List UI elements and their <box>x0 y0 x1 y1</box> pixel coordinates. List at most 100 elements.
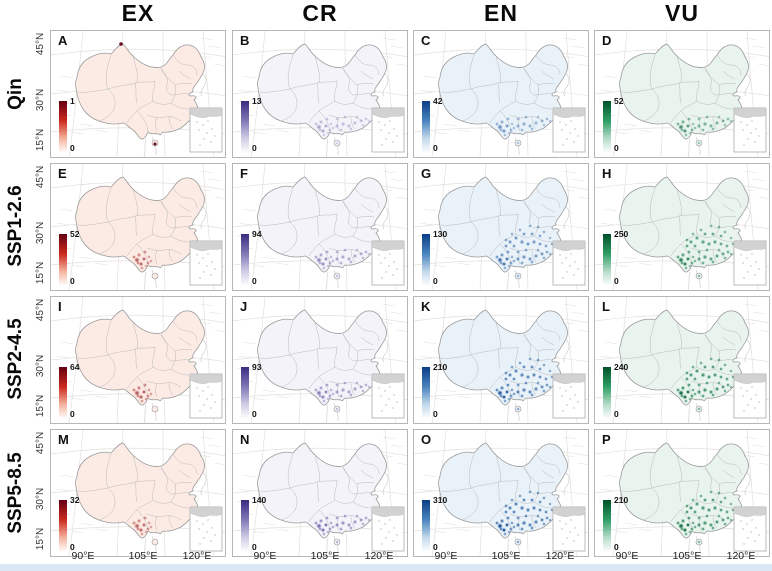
lon-tick-120e-col0: 120°E <box>182 550 212 562</box>
china-map-svg <box>51 164 225 290</box>
lon-tick-90e-col0: 90°E <box>71 550 95 562</box>
map-panel-C: C 42 0 <box>413 30 589 158</box>
south-china-sea-inset <box>189 240 223 286</box>
lat-tick-45n-row3: 45°N <box>35 431 46 455</box>
richness-shading <box>495 490 554 544</box>
china-outline <box>257 442 387 539</box>
colorbar-min-label: 0 <box>70 542 75 552</box>
inset-coast <box>371 373 405 384</box>
inset-coast <box>189 107 223 118</box>
province-borders <box>259 54 380 133</box>
south-china-sea-inset <box>371 373 405 419</box>
colorbar-min-label: 0 <box>614 276 619 286</box>
colorbar-min-label: 0 <box>252 276 257 286</box>
map-panel-H: H 250 0 <box>594 163 770 291</box>
colorbar-min-label: 0 <box>614 542 619 552</box>
south-china-sea-inset <box>189 373 223 419</box>
province-borders <box>77 320 198 399</box>
richness-shading <box>495 224 554 278</box>
row-label-qin: Qin <box>5 78 26 110</box>
terrain-shading <box>417 437 588 533</box>
china-map-svg <box>595 164 769 290</box>
inset-coast <box>552 373 586 384</box>
colorbar-min-label: 0 <box>433 542 438 552</box>
hainan-island <box>514 139 522 147</box>
hainan-island <box>695 272 703 280</box>
colorbar-max-label: 32 <box>70 495 80 505</box>
richness-shading <box>132 383 153 403</box>
colorbar-min-label: 0 <box>70 143 75 153</box>
china-map-svg <box>233 164 407 290</box>
south-china-sea-inset <box>371 506 405 552</box>
china-outline <box>619 176 749 273</box>
china-map-svg <box>233 31 407 157</box>
inset-coast <box>552 240 586 251</box>
south-china-sea-inset <box>371 107 405 153</box>
richness-shading <box>495 357 554 411</box>
map-panel-O: O 310 0 <box>413 429 589 557</box>
china-map-svg <box>414 430 588 556</box>
province-borders <box>440 54 561 133</box>
map-panel-A: A 1 0 <box>50 30 226 158</box>
china-map-svg <box>51 31 225 157</box>
hainan-island <box>514 405 522 413</box>
lon-tick-90e-col3: 90°E <box>615 550 639 562</box>
china-map-svg <box>595 430 769 556</box>
colorbar-max-label: 52 <box>614 96 624 106</box>
hainan-island <box>695 405 703 413</box>
colorbar <box>59 101 67 153</box>
province-borders <box>259 320 380 399</box>
richness-shading <box>132 250 153 270</box>
south-china-sea-inset <box>552 240 586 286</box>
map-panel-M: M 32 0 <box>50 429 226 557</box>
china-outline <box>619 442 749 539</box>
china-map-svg <box>51 297 225 423</box>
province-borders <box>621 187 742 266</box>
terrain-shading <box>54 437 225 533</box>
colorbar-max-label: 13 <box>252 96 262 106</box>
richness-shading <box>132 516 153 536</box>
colorbar-max-label: 52 <box>70 229 80 239</box>
province-borders <box>440 453 561 532</box>
lat-tick-45n-row0: 45°N <box>35 32 46 56</box>
lon-tick-105e-col0: 105°E <box>128 550 158 562</box>
panel-letter: F <box>240 166 248 181</box>
colorbar-max-label: 210 <box>614 495 629 505</box>
colorbar-max-label: 250 <box>614 229 629 239</box>
richness-shading <box>314 115 371 145</box>
column-header-ex: EX <box>121 0 155 26</box>
hainan-island <box>151 538 159 546</box>
colorbar <box>241 500 249 552</box>
richness-shading <box>314 381 371 411</box>
colorbar-max-label: 140 <box>252 495 267 505</box>
china-outline <box>438 176 568 273</box>
colorbar <box>422 500 430 552</box>
row-label-ssp5: SSP5-8.5 <box>5 452 26 534</box>
south-china-sea-inset <box>189 506 223 552</box>
colorbar-max-label: 210 <box>433 362 448 372</box>
province-borders <box>621 320 742 399</box>
colorbar-max-label: 93 <box>252 362 262 372</box>
china-outline <box>619 309 749 406</box>
province-borders <box>77 453 198 532</box>
colorbar-max-label: 64 <box>70 362 80 372</box>
inset-coast <box>189 506 223 517</box>
richness-shading <box>676 224 735 278</box>
china-outline <box>438 442 568 539</box>
colorbar <box>241 234 249 286</box>
map-panel-K: K 210 0 <box>413 296 589 424</box>
china-map-svg <box>595 31 769 157</box>
lat-tick-30n-row0: 30°N <box>35 88 46 112</box>
south-china-sea-inset <box>552 107 586 153</box>
south-china-sea-inset <box>733 373 767 419</box>
hainan-island <box>333 538 341 546</box>
lon-tick-90e-col1: 90°E <box>253 550 277 562</box>
colorbar <box>59 500 67 552</box>
map-panel-I: I 64 0 <box>50 296 226 424</box>
province-borders <box>440 187 561 266</box>
lat-tick-30n-row3: 30°N <box>35 487 46 511</box>
province-borders <box>440 320 561 399</box>
hainan-island <box>695 538 703 546</box>
panel-letter: K <box>421 299 431 314</box>
